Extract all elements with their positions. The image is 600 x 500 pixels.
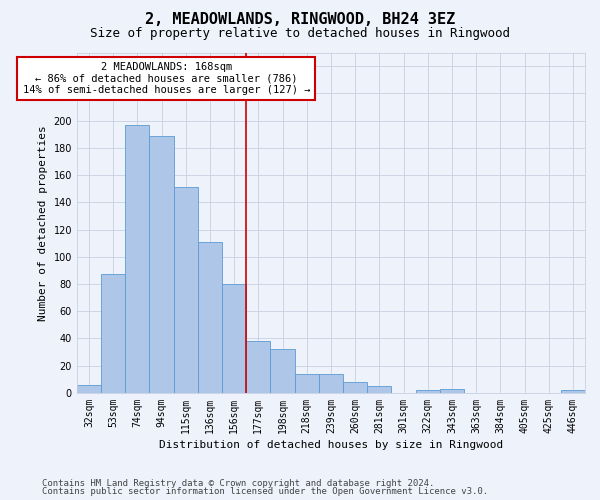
Text: Size of property relative to detached houses in Ringwood: Size of property relative to detached ho…: [90, 28, 510, 40]
Bar: [198, 242, 222, 393]
Bar: [173, 188, 198, 393]
Bar: [125, 124, 149, 393]
X-axis label: Distribution of detached houses by size in Ringwood: Distribution of detached houses by size …: [159, 440, 503, 450]
Bar: [246, 341, 271, 393]
Bar: [295, 374, 319, 393]
Bar: [222, 284, 246, 393]
Bar: [440, 389, 464, 393]
Text: Contains public sector information licensed under the Open Government Licence v3: Contains public sector information licen…: [42, 487, 488, 496]
Text: 2 MEADOWLANDS: 168sqm
← 86% of detached houses are smaller (786)
14% of semi-det: 2 MEADOWLANDS: 168sqm ← 86% of detached …: [23, 62, 310, 95]
Y-axis label: Number of detached properties: Number of detached properties: [38, 125, 48, 320]
Bar: [101, 274, 125, 393]
Bar: [416, 390, 440, 393]
Bar: [367, 386, 391, 393]
Bar: [271, 350, 295, 393]
Bar: [561, 390, 585, 393]
Bar: [319, 374, 343, 393]
Bar: [149, 136, 173, 393]
Text: Contains HM Land Registry data © Crown copyright and database right 2024.: Contains HM Land Registry data © Crown c…: [42, 478, 434, 488]
Bar: [77, 385, 101, 393]
Text: 2, MEADOWLANDS, RINGWOOD, BH24 3EZ: 2, MEADOWLANDS, RINGWOOD, BH24 3EZ: [145, 12, 455, 28]
Bar: [343, 382, 367, 393]
